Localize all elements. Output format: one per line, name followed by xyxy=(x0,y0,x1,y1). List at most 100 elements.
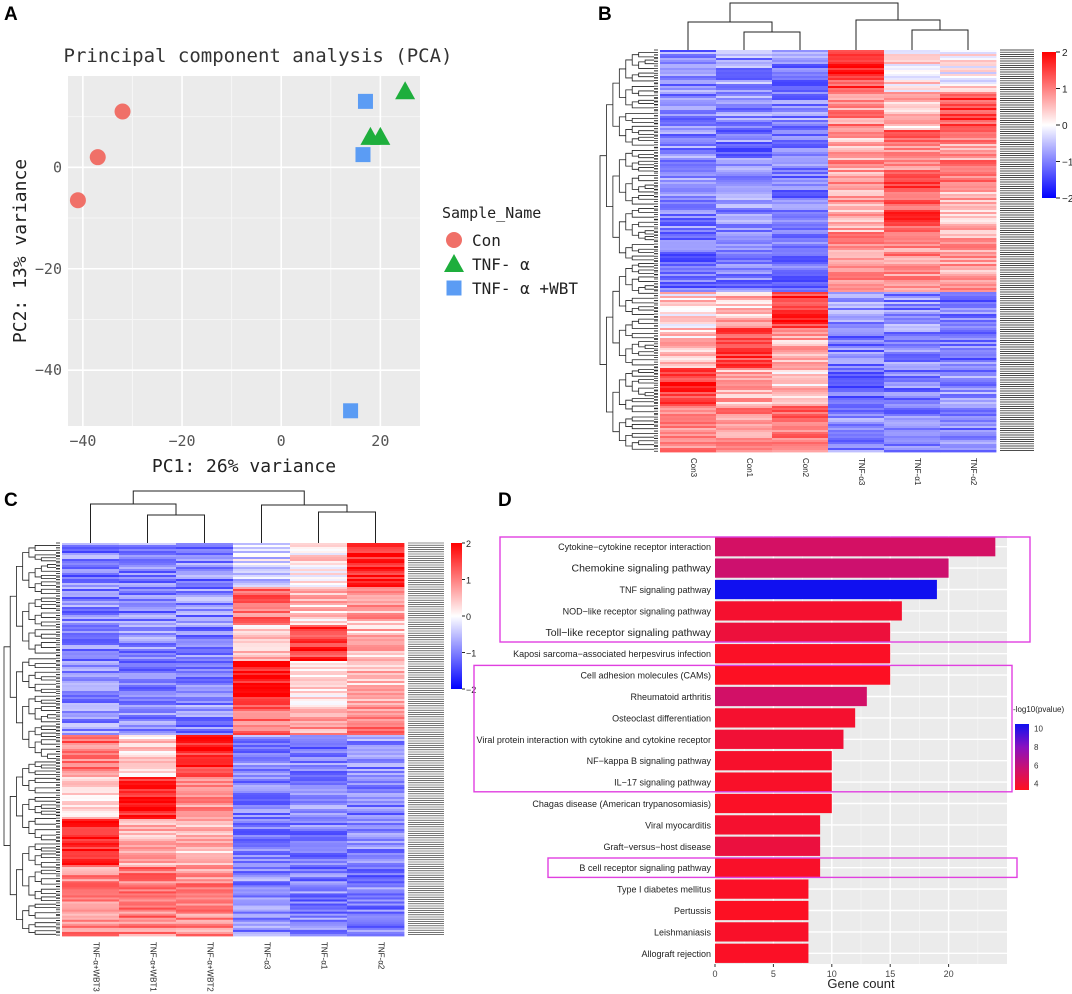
pca-title: Principal component analysis (PCA) xyxy=(64,45,453,67)
heatmap-cell xyxy=(716,272,773,275)
heatmap-cell xyxy=(884,138,941,141)
heatmap-cell xyxy=(772,190,829,193)
heatmap-cell xyxy=(233,603,291,606)
heatmap-cell xyxy=(884,254,941,257)
heatmap-cell xyxy=(716,252,773,255)
heatmap-cell xyxy=(828,126,885,129)
heatmap-cell xyxy=(347,915,405,919)
dendrogram-branch xyxy=(34,568,42,578)
heatmap-cell xyxy=(772,208,829,211)
heatmap-cell xyxy=(62,697,120,700)
heatmap-cell xyxy=(233,871,291,874)
heatmap-cell xyxy=(290,713,348,716)
dendrogram-branch xyxy=(631,177,639,190)
heatmap-cell xyxy=(347,881,405,884)
heatmap-cell xyxy=(772,174,829,177)
heatmap-cell xyxy=(828,138,885,141)
heatmap-cell xyxy=(716,198,773,201)
heatmap-cell xyxy=(119,647,177,650)
heatmap-cell xyxy=(772,328,829,331)
heatmap-cell xyxy=(940,354,997,357)
heatmap-cell xyxy=(660,288,717,291)
dendrogram-branch xyxy=(631,380,639,392)
heatmap-cell xyxy=(176,571,234,574)
heatmap-cell xyxy=(660,150,717,153)
heatmap-cell xyxy=(884,310,941,313)
heatmap-cell xyxy=(828,338,885,341)
heatmap-cell xyxy=(119,701,177,704)
heatmap-cell xyxy=(176,729,234,732)
heatmap-cell xyxy=(828,130,885,133)
heatmap-cell xyxy=(233,737,291,740)
heatmap-cell xyxy=(660,70,717,73)
heatmap-c-colorbar-label: 0 xyxy=(466,612,471,622)
heatmap-cell xyxy=(290,579,348,582)
heatmap-cell xyxy=(660,88,717,91)
heatmap-cell xyxy=(828,264,885,267)
heatmap-cell xyxy=(828,66,885,69)
heatmap-cell xyxy=(233,715,291,718)
heatmap-cell xyxy=(884,424,941,427)
heatmap-cell xyxy=(347,787,405,790)
heatmap-cell xyxy=(884,334,941,337)
heatmap-cell xyxy=(176,687,234,690)
heatmap-cell xyxy=(62,813,120,816)
heatmap-cell xyxy=(62,641,120,644)
heatmap-cell xyxy=(176,925,234,929)
heatmap-cell xyxy=(828,376,885,379)
dendrogram-branch xyxy=(16,565,23,627)
heatmap-cell xyxy=(176,927,234,931)
heatmap-cell xyxy=(290,755,348,758)
heatmap-cell xyxy=(347,655,405,658)
dendrogram-branch xyxy=(40,888,56,894)
heatmap-cell xyxy=(119,593,177,596)
heatmap-cell xyxy=(233,803,291,806)
heatmap-cell xyxy=(772,294,829,297)
heatmap-cell xyxy=(772,250,829,253)
heatmap-cell xyxy=(290,759,348,762)
heatmap-cell xyxy=(119,629,177,632)
heatmap-cell xyxy=(828,172,885,175)
heatmap-cell xyxy=(62,555,120,558)
heatmap-cell xyxy=(716,188,773,191)
heatmap-cell xyxy=(660,404,717,407)
heatmap-cell xyxy=(347,675,405,678)
heatmap-cell xyxy=(940,302,997,305)
heatmap-cell xyxy=(290,671,348,674)
heatmap-cell xyxy=(884,118,941,121)
heatmap-cell xyxy=(660,234,717,237)
heatmap-cell xyxy=(176,635,234,638)
heatmap-cell xyxy=(940,170,997,173)
heatmap-cell xyxy=(176,559,234,562)
heatmap-cell xyxy=(772,112,829,115)
heatmap-cell xyxy=(884,364,941,367)
heatmap-cell xyxy=(716,250,773,253)
heatmap-cell xyxy=(176,803,234,806)
heatmap-cell xyxy=(233,797,291,800)
heatmap-cell xyxy=(772,306,829,309)
heatmap-cell xyxy=(233,733,291,736)
heatmap-cell xyxy=(772,398,829,401)
heatmap-cell xyxy=(119,585,177,588)
heatmap-cell xyxy=(176,867,234,870)
heatmap-cell xyxy=(119,691,177,694)
heatmap-cell xyxy=(347,599,405,602)
heatmap-cell xyxy=(176,645,234,648)
heatmap-cell xyxy=(884,120,941,123)
heatmap-cell xyxy=(176,767,234,770)
dendrogram-branch xyxy=(625,213,633,231)
heatmap-cell xyxy=(347,783,405,786)
heatmap-cell xyxy=(884,404,941,407)
heatmap-cell xyxy=(660,148,717,151)
heatmap-cell xyxy=(828,348,885,351)
heatmap-cell xyxy=(62,583,120,586)
heatmap-cell xyxy=(884,174,941,177)
dendrogram-branch xyxy=(638,263,654,268)
heatmap-cell xyxy=(716,320,773,323)
heatmap-cell xyxy=(884,112,941,115)
heatmap-cell xyxy=(772,292,829,295)
dendrogram-branch xyxy=(631,320,654,329)
heatmap-cell xyxy=(176,883,234,886)
heatmap-cell xyxy=(716,312,773,315)
heatmap-cell xyxy=(233,787,291,790)
